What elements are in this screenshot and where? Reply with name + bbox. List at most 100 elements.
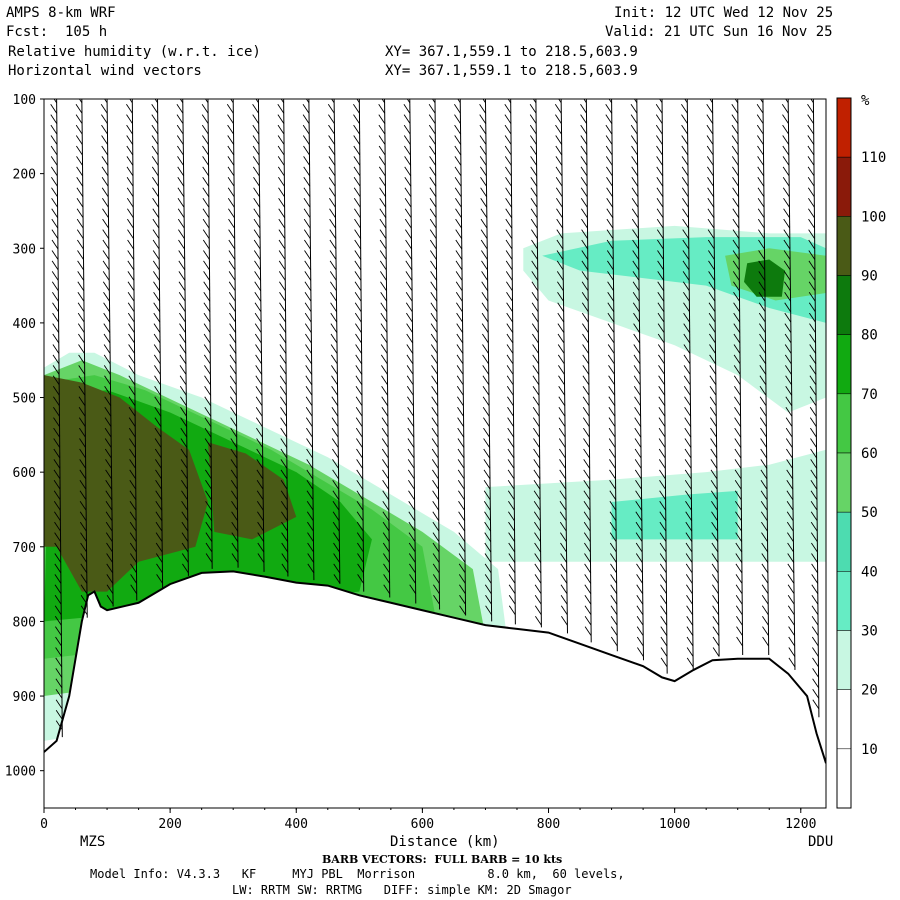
wind-barb-flags	[126, 99, 138, 595]
colorbar-tick-label: 70	[861, 387, 878, 403]
terrain-surface-line	[44, 570, 826, 764]
wind-barb-flags	[454, 99, 466, 615]
wind-barb-staff	[207, 99, 213, 569]
rh-layer-100-110b	[207, 442, 297, 540]
station-right-label: DDU	[808, 834, 834, 850]
colorbar-tick-label: 40	[861, 564, 878, 580]
colorbar-segment	[836, 97, 852, 158]
wind-barb-flags	[529, 99, 542, 626]
wind-barb-staff	[182, 99, 189, 576]
colorbar-segment	[836, 216, 852, 276]
colorbar-tick-label: 10	[861, 742, 878, 758]
xy-coords-2: XY= 367.1,559.1 to 218.5,603.9	[385, 63, 638, 79]
wind-barb-staff	[333, 99, 341, 584]
wind-barb-staff	[661, 99, 668, 674]
wind-barb-flags	[428, 99, 440, 605]
wind-barb-column	[126, 99, 138, 601]
colorbar-segment	[836, 571, 852, 631]
rh-lower-right-40-50	[611, 490, 738, 540]
y-tick-label: 700	[13, 541, 36, 556]
wind-barb-staff	[510, 99, 516, 625]
rh-field	[44, 99, 826, 808]
wind-barb-column	[50, 99, 63, 738]
colorbar-tick-label: 30	[861, 624, 878, 640]
wind-barb-staff	[157, 99, 164, 588]
x-tick-label: 1200	[785, 817, 816, 832]
y-tick-label: 600	[13, 466, 36, 481]
model-title: AMPS 8-km WRF	[6, 5, 116, 21]
wind-barb-column	[151, 99, 164, 588]
wind-barb-flags	[353, 99, 364, 584]
colorbar-frame	[836, 97, 852, 809]
wind-barb-flags	[176, 99, 189, 574]
wind-barb-flags	[504, 99, 516, 615]
wind-barb-column	[353, 99, 365, 592]
wind-barb-column	[807, 99, 820, 718]
x-tick-label: 600	[411, 817, 434, 832]
wind-barb-staff	[560, 99, 568, 634]
wind-barb-flags	[201, 99, 213, 563]
x-axis-title: Distance (km)	[390, 834, 500, 850]
wind-barb-column	[580, 99, 592, 643]
wind-barb-column	[176, 99, 189, 576]
wind-barb-column	[252, 99, 265, 572]
wind-barb-column	[302, 99, 315, 581]
wind-barb-flags	[630, 99, 644, 657]
wind-barb-flags	[756, 99, 769, 647]
wind-barb-column	[327, 99, 341, 584]
wind-barb-column	[100, 99, 114, 607]
colorbar-tick-label: 90	[861, 269, 878, 285]
wind-barb-column	[529, 99, 542, 628]
station-left-label: MZS	[80, 834, 106, 850]
colorbar-segment	[836, 511, 852, 572]
wind-barb-column	[428, 99, 441, 610]
x-tick-label: 0	[40, 817, 48, 832]
wind-barb-staff	[459, 99, 467, 616]
wind-barb-flags	[302, 99, 315, 574]
wind-barb-flags	[580, 99, 592, 636]
wind-barb-staff	[611, 99, 618, 652]
init-time: Init: 12 UTC Wed 12 Nov 25	[614, 5, 834, 21]
wind-barb-column	[454, 99, 467, 616]
wind-barb-staff	[257, 99, 265, 572]
wind-barb-column	[756, 99, 770, 656]
wind-barb-flags	[378, 99, 391, 595]
wind-barb-staff	[131, 99, 138, 601]
wind-barb-flags	[681, 99, 694, 668]
wind-barb-flags	[75, 99, 88, 615]
forecast-hour: Fcst: 105 h	[6, 24, 108, 40]
x-tick-label: 200	[158, 817, 181, 832]
wind-barb-staff	[434, 99, 441, 610]
wind-barb-staff	[636, 99, 644, 661]
colorbar-tick-label: 80	[861, 328, 878, 344]
wind-barb-column	[479, 99, 493, 622]
colorbar-segment	[836, 630, 852, 690]
wind-barb-column	[706, 99, 720, 657]
wind-barb-column	[605, 99, 618, 652]
wind-barb-flags	[781, 99, 796, 668]
wind-barb-flags	[100, 99, 114, 605]
wind-barb-staff	[81, 99, 88, 618]
x-tick-label: 1000	[659, 817, 690, 832]
xy-coords-1: XY= 367.1,559.1 to 218.5,603.9	[385, 44, 638, 60]
wind-barb-staff	[308, 99, 315, 581]
wind-barb-staff	[232, 99, 239, 568]
valid-time: Valid: 21 UTC Sun 16 Nov 25	[605, 24, 833, 40]
wind-barb-column	[731, 99, 744, 656]
wind-barb-column	[378, 99, 391, 598]
wind-barb-column	[504, 99, 516, 625]
y-tick-label: 500	[13, 392, 36, 407]
barb-vectors-note: BARB VECTORS: FULL BARB = 10 kts	[322, 853, 563, 866]
y-tick-label: 100	[13, 93, 36, 108]
colorbar-segment	[836, 334, 852, 395]
colorbar-segment	[836, 393, 852, 454]
wind-barb-flags	[252, 99, 265, 563]
x-tick-label: 400	[285, 817, 308, 832]
colorbar-segment	[836, 156, 852, 217]
wind-barb-column	[226, 99, 239, 568]
x-tick-label: 800	[537, 817, 560, 832]
y-tick-label: 400	[13, 317, 36, 332]
wind-barb-column	[655, 99, 668, 674]
colorbar-segment	[836, 275, 852, 335]
